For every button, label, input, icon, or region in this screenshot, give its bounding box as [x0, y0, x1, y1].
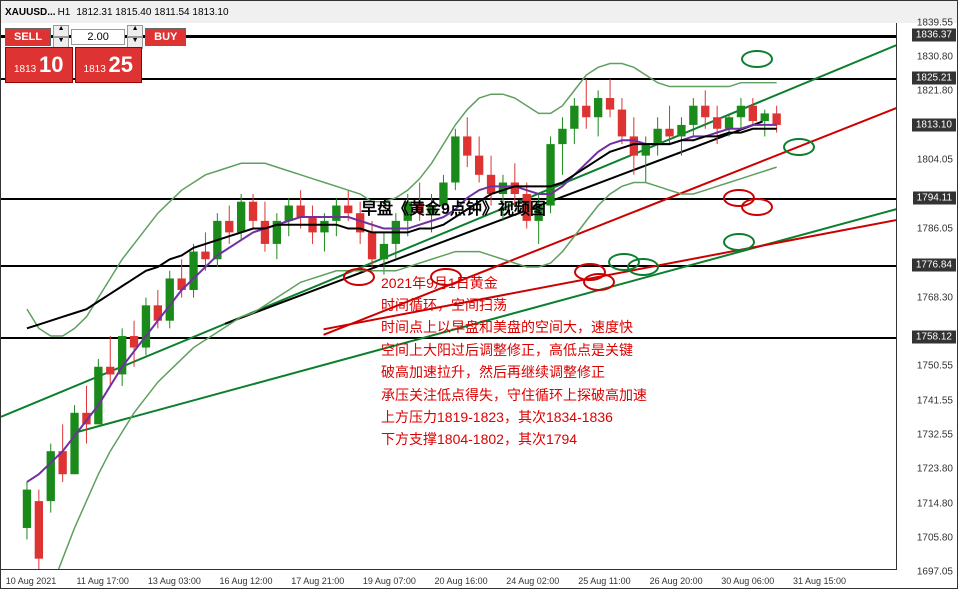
y-tick-label: 1732.55 [917, 430, 953, 441]
x-tick-label: 30 Aug 06:00 [721, 576, 774, 586]
y-price-box: 1758.12 [912, 330, 956, 343]
x-tick-label: 24 Aug 02:00 [506, 576, 559, 586]
sell-button[interactable]: SELL [5, 28, 51, 46]
buy-button[interactable]: BUY [145, 28, 186, 46]
analysis-text: 2021年9月1日黄金时间循环，空间扫荡时间点上以早盘和美盘的空间大，速度快空间… [381, 272, 647, 451]
marker-ellipse-green [741, 50, 773, 68]
lot-up-button-2[interactable]: ▲ [127, 25, 143, 37]
x-axis: 10 Aug 2021 11 Aug 17:00 13 Aug 03:00 16 Au… [1, 569, 897, 588]
chart-area[interactable]: 早盘《黄金9点钟》视频图 2021年9月1日黄金时间循环，空间扫荡时间点上以早盘和… [1, 23, 897, 570]
y-tick-label: 1741.55 [917, 395, 953, 406]
ask-price: 1813 25 [75, 47, 143, 83]
x-tick-label: 17 Aug 21:00 [291, 576, 344, 586]
timeframe-label: H1 [58, 7, 71, 18]
y-tick-label: 1830.80 [917, 51, 953, 62]
order-panel: SELL ▲ ▼ ▲ ▼ BUY [5, 25, 186, 49]
y-tick-label: 1821.80 [917, 86, 953, 97]
x-tick-label: 26 Aug 20:00 [650, 576, 703, 586]
chart-title: 早盘《黄金9点钟》视频图 [361, 195, 546, 219]
price-display: 1813 10 1813 25 [5, 47, 142, 83]
ohlc-label: 1812.31 1815.40 1811.54 1813.10 [76, 7, 228, 18]
y-price-box: 1776.84 [912, 258, 956, 271]
bid-price: 1813 10 [5, 47, 73, 83]
lot-input[interactable] [71, 29, 125, 45]
x-tick-label: 11 Aug 17:00 [76, 576, 128, 586]
x-tick-label: 10 Aug 2021 [6, 576, 57, 586]
y-tick-label: 1714.80 [917, 498, 953, 509]
y-tick-label: 1750.55 [917, 360, 953, 371]
x-tick-label: 16 Aug 12:00 [220, 576, 273, 586]
horizontal-line [1, 265, 897, 267]
y-price-box: 1794.11 [913, 192, 956, 205]
lot-spinner: ▲ ▼ [53, 25, 69, 49]
y-tick-label: 1705.80 [917, 533, 953, 544]
x-tick-label: 19 Aug 07:00 [363, 576, 416, 586]
marker-ellipse-green [627, 258, 659, 276]
lot-up-button[interactable]: ▲ [53, 25, 69, 37]
y-price-box: 1825.21 [912, 72, 956, 85]
marker-ellipse-red [343, 268, 375, 286]
y-tick-label: 1786.05 [917, 224, 953, 235]
x-tick-label: 25 Aug 11:00 [578, 576, 630, 586]
lot-spinner-2: ▲ ▼ [127, 25, 143, 49]
x-tick-label: 13 Aug 03:00 [148, 576, 201, 586]
marker-ellipse-red [741, 198, 773, 216]
y-tick-label: 1768.30 [917, 292, 953, 303]
y-price-box: 1836.37 [912, 29, 956, 42]
y-tick-label: 1804.05 [917, 154, 953, 165]
y-price-box: 1813.10 [912, 118, 956, 131]
symbol-label: XAUUSD... [5, 7, 56, 18]
x-tick-label: 31 Aug 15:00 [793, 576, 846, 586]
marker-ellipse-red [430, 268, 462, 286]
chart-header: XAUUSD... H1 1812.31 1815.40 1811.54 181… [1, 1, 957, 24]
x-tick-label: 20 Aug 16:00 [435, 576, 488, 586]
marker-ellipse-green [723, 233, 755, 251]
y-axis: 1839.551830.801821.801813.101804.051794.… [896, 23, 957, 570]
y-tick-label: 1723.80 [917, 463, 953, 474]
y-tick-label: 1839.55 [917, 18, 953, 29]
marker-ellipse-red [583, 273, 615, 291]
marker-ellipse-green [783, 138, 815, 156]
y-tick-label: 1697.05 [917, 567, 953, 578]
